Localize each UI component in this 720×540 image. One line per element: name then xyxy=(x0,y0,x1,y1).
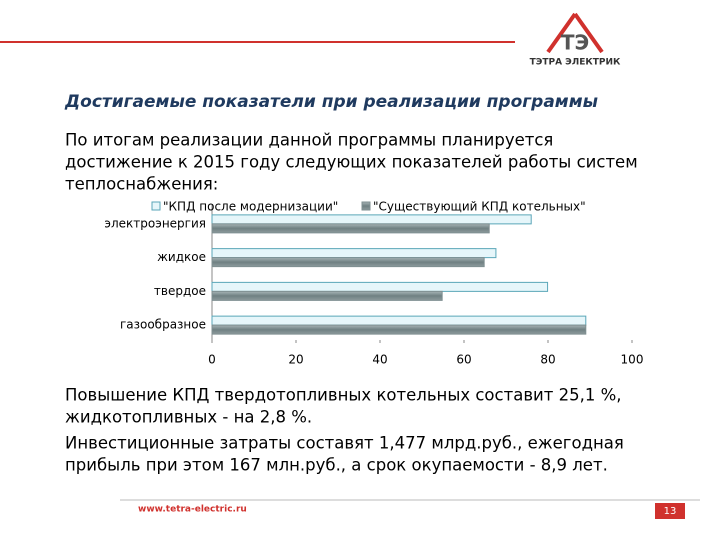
legend-swatch xyxy=(361,201,371,211)
y-tick-label: жидкое xyxy=(157,250,206,264)
logo-name: ТЭТРА ЭЛЕКТРИК xyxy=(530,58,621,68)
slide-title: Достигаемые показатели при реализации пр… xyxy=(64,92,598,112)
x-tick-label: 80 xyxy=(540,353,555,367)
bar xyxy=(211,223,490,234)
intro: По итогам реализации данной программы пл… xyxy=(65,131,638,194)
legend-swatch xyxy=(151,201,161,211)
legend-label: "КПД после модернизации" xyxy=(163,200,338,214)
x-tick-label: 20 xyxy=(288,353,303,367)
bar xyxy=(211,248,497,259)
y-tick-label: твердое xyxy=(154,284,206,298)
x-tick-label: 40 xyxy=(372,353,387,367)
bar xyxy=(211,315,587,326)
x-tick-label: 100 xyxy=(621,353,644,367)
y-tick-label: газообразное xyxy=(120,318,206,332)
footer-url: www.tetra-electric.ru xyxy=(138,505,247,515)
page-number: 13 xyxy=(664,506,677,517)
logo: ТЭ ТЭТРА ЭЛЕКТРИК xyxy=(530,12,621,68)
bar xyxy=(211,324,587,335)
x-tick-label: 0 xyxy=(208,353,216,367)
intro-line: теплоснабжения: xyxy=(65,175,218,194)
chart: 0 20 40 60 80 100 электроэнергия жидкое твердое г… xyxy=(104,200,643,367)
y-tick-label: электроэнергия xyxy=(104,216,206,230)
intro-line: достижение к 2015 году следующих показат… xyxy=(65,153,638,172)
intro-line: По итогам реализации данной программы пл… xyxy=(65,131,553,150)
conclusion: Повышение КПД твердотопливных котельных … xyxy=(65,386,624,475)
conclusion-line: прибыль при этом 167 млн.руб., а срок ок… xyxy=(65,456,608,475)
bar xyxy=(211,281,549,292)
logo-roof xyxy=(546,12,604,54)
page-box xyxy=(655,503,685,519)
bar xyxy=(211,214,532,225)
conclusion-line: Инвестиционные затраты составят 1,477 мл… xyxy=(65,434,624,453)
bar xyxy=(211,290,443,301)
conclusion-line: Повышение КПД твердотопливных котельных … xyxy=(65,386,622,405)
logo-mark: ТЭ xyxy=(561,31,589,55)
legend-label: "Существующий КПД котельных" xyxy=(373,200,586,214)
conclusion-line: жидкотопливных - на 2,8 %. xyxy=(65,408,312,427)
x-tick-label: 60 xyxy=(456,353,471,367)
bar xyxy=(211,257,485,268)
